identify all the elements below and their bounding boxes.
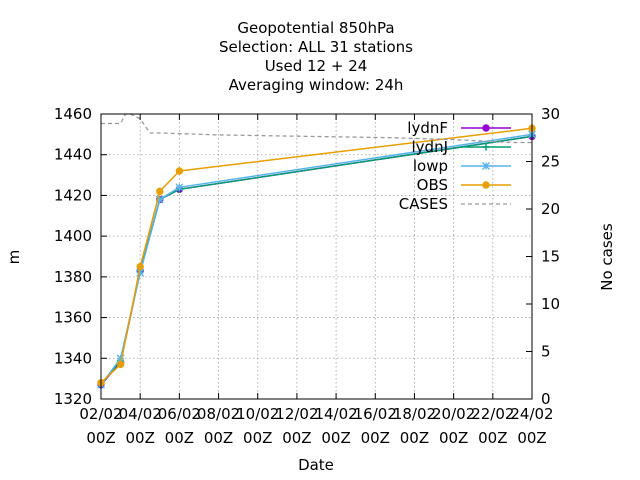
- x-tick-label-time: 00Z: [400, 429, 429, 447]
- data-point: [175, 167, 184, 175]
- plot-frame: [100, 113, 533, 400]
- x-tick-label-time: 00Z: [125, 429, 154, 447]
- legend-entry: lydnJ: [412, 138, 511, 156]
- y2-tick-label: 20: [541, 200, 560, 218]
- series-lydnf: [97, 132, 536, 389]
- title-line: Used 12 + 24: [265, 57, 368, 75]
- data-point: [175, 183, 184, 192]
- x-tick-label-time: 00Z: [204, 429, 233, 447]
- data-point: [116, 354, 125, 363]
- data-point: [116, 360, 125, 369]
- y2-tick-label: 10: [541, 295, 560, 313]
- x-tick-label: 02/02: [79, 405, 122, 423]
- y2-tick-label: 0: [541, 390, 551, 408]
- legend-entry: CASES: [399, 195, 511, 213]
- y2-tick-label: 5: [541, 343, 551, 361]
- series-lydnj: [97, 132, 536, 389]
- series-obs: [97, 124, 536, 387]
- x-tick-label-time: 00Z: [282, 429, 311, 447]
- x-tick-label: 14/02: [314, 405, 357, 423]
- y-tick-label: 1340: [54, 349, 92, 367]
- data-point: [136, 262, 144, 271]
- series-line: [100, 127, 533, 384]
- x-tick-label-time: 00Z: [243, 429, 272, 447]
- x-tick-label: 08/02: [197, 405, 240, 423]
- x-tick-label: 16/02: [354, 405, 397, 423]
- series-layer: [97, 113, 536, 389]
- data-point: [155, 195, 164, 204]
- series-line: [100, 135, 533, 386]
- y-tick-label: 1420: [54, 186, 92, 204]
- x-tick-label: 20/02: [432, 405, 475, 423]
- y-tick-label: 1380: [54, 268, 92, 286]
- x-tick-label-time: 00Z: [361, 429, 390, 447]
- legend-label: lydnF: [407, 119, 448, 137]
- x-tick-label: 06/02: [158, 405, 201, 423]
- y-tick-label: 1400: [54, 227, 92, 245]
- x-tick-label-time: 00Z: [86, 429, 115, 447]
- y-axis-label: m: [5, 250, 23, 265]
- x-tick-label-time: 00Z: [517, 429, 546, 447]
- y2-tick-label: 15: [541, 248, 560, 266]
- title-line: Selection: ALL 31 stations: [219, 38, 413, 56]
- x-tick-label-time: 00Z: [165, 429, 194, 447]
- y-tick-label: 1440: [54, 146, 92, 164]
- ticks: 1320 1340 1360 1380 1400 1420 1440 1460 0 5 10 15 20…: [54, 105, 560, 447]
- legend-label: CASES: [399, 195, 448, 213]
- title-line: Geopotential 850hPa: [237, 19, 394, 37]
- legend-entry: lowp: [413, 157, 511, 175]
- grid: [101, 114, 532, 399]
- series-line: [100, 135, 533, 386]
- x-tick-label: 12/02: [275, 405, 318, 423]
- y-tick-label: 1360: [54, 309, 92, 327]
- data-point: [482, 124, 490, 132]
- data-point: [156, 187, 164, 196]
- x-tick-label: 22/02: [471, 405, 514, 423]
- legend-label: OBS: [417, 176, 448, 194]
- x-tick-label: 18/02: [393, 405, 436, 423]
- y-tick-label: 1460: [54, 105, 92, 123]
- data-point: [482, 143, 490, 151]
- x-tick-label-time: 00Z: [321, 429, 350, 447]
- x-tick-label-time: 00Z: [478, 429, 507, 447]
- x-tick-label: 24/02: [510, 405, 553, 423]
- y-tick-label: 1320: [54, 390, 92, 408]
- y2-tick-label: 25: [541, 153, 560, 171]
- title-line: Averaging window: 24h: [229, 76, 404, 94]
- data-point: [482, 162, 490, 170]
- x-axis-label: Date: [298, 456, 334, 474]
- x-tick-label-time: 00Z: [439, 429, 468, 447]
- data-point: [136, 268, 145, 277]
- legend-entry: lydnF: [407, 119, 511, 137]
- y2-axis-label: No cases: [598, 223, 616, 291]
- legend-label: lydnJ: [412, 138, 449, 156]
- x-tick-label: 10/02: [236, 405, 279, 423]
- x-tick-label: 04/02: [119, 405, 162, 423]
- legend-entry: OBS: [417, 176, 511, 194]
- data-point: [482, 181, 490, 189]
- series-line: [100, 133, 533, 386]
- y2-tick-label: 30: [541, 105, 560, 123]
- legend-label: lowp: [413, 157, 448, 175]
